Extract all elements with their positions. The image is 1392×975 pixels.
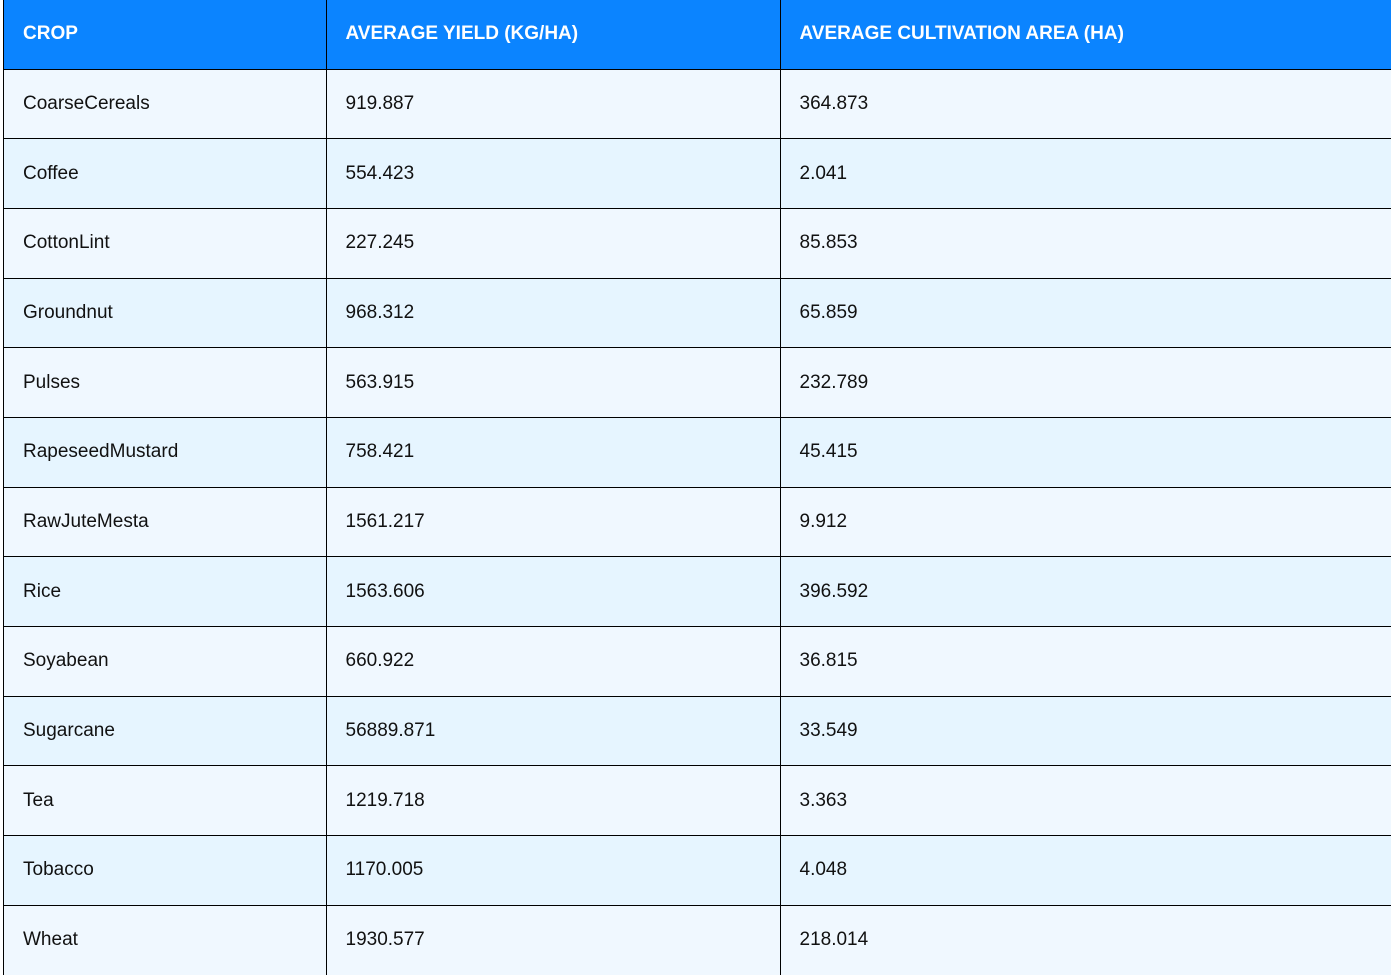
table-row: Sugarcane 56889.871 33.549 xyxy=(4,696,1391,767)
cell-average-yield: 1563.606 xyxy=(326,556,781,627)
cell-average-yield: 1561.217 xyxy=(326,487,781,558)
table-row: CoarseCereals 919.887 364.873 xyxy=(4,69,1391,140)
cell-crop: Tea xyxy=(4,765,327,837)
header-average-cultivation-area: AVERAGE CULTIVATION AREA (HA) xyxy=(780,0,1391,70)
cell-average-yield: 919.887 xyxy=(326,69,781,140)
cell-crop: Rice xyxy=(4,556,327,627)
table-body: CoarseCereals 919.887 364.873 Coffee 554.423… xyxy=(4,69,1391,975)
table-row: Rice 1563.606 396.592 xyxy=(4,556,1391,627)
cell-crop: Soyabean xyxy=(4,626,327,697)
cell-crop: Sugarcane xyxy=(4,696,327,767)
table-row: Wheat 1930.577 218.014 xyxy=(4,905,1391,975)
table-row: Coffee 554.423 2.041 xyxy=(4,138,1391,209)
cell-crop: CoarseCereals xyxy=(4,69,327,140)
crop-table-container: CROP AVERAGE YIELD (KG/HA) AVERAGE CULTI… xyxy=(3,0,1391,975)
cell-average-cultivation-area: 85.853 xyxy=(780,208,1391,279)
table-row: Tobacco 1170.005 4.048 xyxy=(4,835,1391,906)
cell-crop: RawJuteMesta xyxy=(4,487,327,558)
table-row: CottonLint 227.245 85.853 xyxy=(4,208,1391,279)
cell-average-cultivation-area: 2.041 xyxy=(780,138,1391,209)
cell-average-yield: 1930.577 xyxy=(326,905,781,975)
table-header: CROP AVERAGE YIELD (KG/HA) AVERAGE CULTI… xyxy=(4,0,1391,70)
cell-average-cultivation-area: 9.912 xyxy=(780,487,1391,558)
header-crop: CROP xyxy=(4,0,327,70)
cell-average-cultivation-area: 45.415 xyxy=(780,417,1391,488)
cell-average-cultivation-area: 396.592 xyxy=(780,556,1391,627)
cell-crop: CottonLint xyxy=(4,208,327,279)
cell-average-cultivation-area: 65.859 xyxy=(780,278,1391,349)
cell-average-yield: 1170.005 xyxy=(326,835,781,906)
crop-table: CROP AVERAGE YIELD (KG/HA) AVERAGE CULTI… xyxy=(4,0,1391,975)
table-row: Tea 1219.718 3.363 xyxy=(4,765,1391,837)
cell-average-yield: 660.922 xyxy=(326,626,781,697)
header-average-yield: AVERAGE YIELD (KG/HA) xyxy=(326,0,781,70)
cell-average-yield: 563.915 xyxy=(326,347,781,418)
cell-average-yield: 968.312 xyxy=(326,278,781,349)
cell-crop: Wheat xyxy=(4,905,327,975)
cell-average-cultivation-area: 33.549 xyxy=(780,696,1391,767)
table-row: Pulses 563.915 232.789 xyxy=(4,347,1391,418)
cell-average-yield: 758.421 xyxy=(326,417,781,488)
cell-average-yield: 227.245 xyxy=(326,208,781,279)
cell-average-cultivation-area: 232.789 xyxy=(780,347,1391,418)
cell-average-yield: 1219.718 xyxy=(326,765,781,837)
table-row: RapeseedMustard 758.421 45.415 xyxy=(4,417,1391,488)
cell-average-cultivation-area: 36.815 xyxy=(780,626,1391,697)
cell-crop: Tobacco xyxy=(4,835,327,906)
header-row: CROP AVERAGE YIELD (KG/HA) AVERAGE CULTI… xyxy=(4,0,1391,70)
cell-crop: Coffee xyxy=(4,138,327,209)
table-row: Groundnut 968.312 65.859 xyxy=(4,278,1391,349)
cell-crop: RapeseedMustard xyxy=(4,417,327,488)
cell-average-cultivation-area: 364.873 xyxy=(780,69,1391,140)
table-row: Soyabean 660.922 36.815 xyxy=(4,626,1391,697)
cell-crop: Pulses xyxy=(4,347,327,418)
cell-average-cultivation-area: 3.363 xyxy=(780,765,1391,837)
cell-average-yield: 554.423 xyxy=(326,138,781,209)
cell-crop: Groundnut xyxy=(4,278,327,349)
cell-average-cultivation-area: 218.014 xyxy=(780,905,1391,975)
table-row: RawJuteMesta 1561.217 9.912 xyxy=(4,487,1391,558)
cell-average-cultivation-area: 4.048 xyxy=(780,835,1391,906)
cell-average-yield: 56889.871 xyxy=(326,696,781,767)
